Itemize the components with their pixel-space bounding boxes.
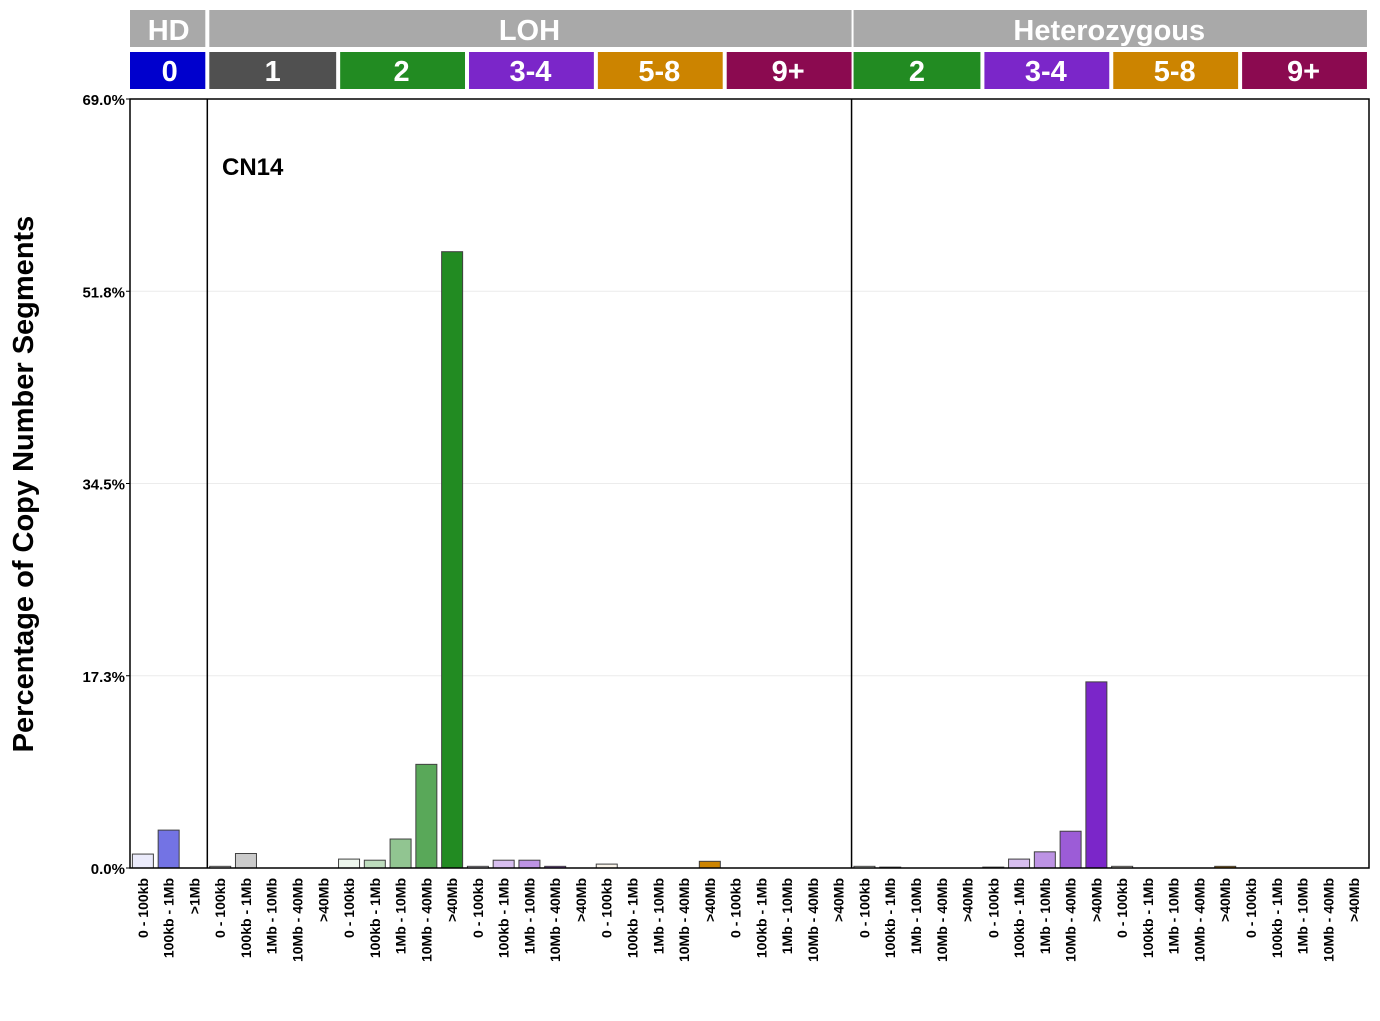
copy-number-strip xyxy=(1242,52,1367,89)
y-tick-label: 69.0% xyxy=(82,92,125,109)
bar xyxy=(518,859,541,869)
bar xyxy=(1059,830,1082,869)
copy-number-label: 0 xyxy=(162,56,178,88)
x-tick-label: 1Mb - 10Mb xyxy=(393,878,409,954)
bar xyxy=(441,251,464,869)
bar xyxy=(1008,858,1031,869)
x-tick-label: >40Mb xyxy=(444,878,460,922)
copy-number-strip xyxy=(469,52,594,89)
x-tick-label: 1Mb - 10Mb xyxy=(650,878,666,954)
group-label: Heterozygous xyxy=(1013,15,1205,47)
x-tick-label: 10Mb - 40Mb xyxy=(1063,878,1079,962)
copy-number-strip xyxy=(597,52,723,89)
copy-number-strip xyxy=(130,52,206,89)
x-tick-label: 0 - 100kb xyxy=(212,878,228,938)
x-tick-label: 0 - 100kb xyxy=(728,878,744,938)
x-tick-label: 1Mb - 10Mb xyxy=(264,878,280,954)
x-tick-label: >40Mb xyxy=(1088,878,1104,922)
x-tick-label: 0 - 100kb xyxy=(341,878,357,938)
x-tick-label: 0 - 100kb xyxy=(470,878,486,938)
group-label: HD xyxy=(148,15,190,47)
bar xyxy=(1085,681,1108,869)
copy-number-label: 3-4 xyxy=(509,56,551,88)
x-tick-label: 100kb - 1Mb xyxy=(1011,878,1027,958)
x-tick-label: 1Mb - 10Mb xyxy=(1166,878,1182,954)
x-tick-label: 0 - 100kb xyxy=(1243,878,1259,938)
bar xyxy=(698,860,721,869)
x-tick-label: 10Mb - 40Mb xyxy=(547,878,563,962)
x-tick-label: 10Mb - 40Mb xyxy=(934,878,950,962)
x-tick-label: 100kb - 1Mb xyxy=(496,878,512,958)
y-axis-label: Percentage of Copy Number Segments xyxy=(8,216,40,753)
x-tick-label: 10Mb - 40Mb xyxy=(676,878,692,962)
x-tick-label: 10Mb - 40Mb xyxy=(418,878,434,962)
x-tick-label: 1Mb - 10Mb xyxy=(1295,878,1311,954)
x-tick-label: 0 - 100kb xyxy=(599,878,615,938)
x-tick-label: 100kb - 1Mb xyxy=(1140,878,1156,958)
x-tick-label: >40Mb xyxy=(1217,878,1233,922)
x-tick-label: >40Mb xyxy=(960,878,976,922)
bar xyxy=(1033,851,1056,869)
copy-number-label: 9+ xyxy=(1287,56,1320,88)
x-tick-label: 100kb - 1Mb xyxy=(625,878,641,958)
copy-number-label: 2 xyxy=(909,56,925,88)
copy-number-label: 3-4 xyxy=(1025,56,1067,88)
x-tick-label: >1Mb xyxy=(186,878,202,914)
copy-number-label: 1 xyxy=(265,56,281,88)
x-tick-label: 10Mb - 40Mb xyxy=(805,878,821,962)
y-tick-label: 0.0% xyxy=(91,861,125,878)
copy-number-strip xyxy=(209,52,337,89)
x-tick-label: 0 - 100kb xyxy=(1114,878,1130,938)
y-tick-label: 51.8% xyxy=(82,284,125,301)
y-tick-label: 34.5% xyxy=(82,477,125,494)
x-tick-label: 100kb - 1Mb xyxy=(161,878,177,958)
copy-number-strip xyxy=(340,52,466,89)
x-tick-label: 0 - 100kb xyxy=(985,878,1001,938)
x-tick-label: 10Mb - 40Mb xyxy=(1320,878,1336,962)
x-tick-label: >40Mb xyxy=(315,878,331,922)
copy-number-strip xyxy=(1113,52,1239,89)
x-tick-label: >40Mb xyxy=(831,878,847,922)
copy-number-strip xyxy=(984,52,1110,89)
bar xyxy=(157,829,180,869)
bar xyxy=(338,858,361,869)
group-strip xyxy=(209,10,852,47)
bar xyxy=(415,763,438,869)
x-tick-label: 100kb - 1Mb xyxy=(753,878,769,958)
group-strip xyxy=(853,10,1367,47)
bar xyxy=(131,853,154,869)
copy-number-label: 5-8 xyxy=(638,56,680,88)
copy-number-strip xyxy=(853,52,981,89)
copy-number-label: 5-8 xyxy=(1154,56,1196,88)
copy-number-label: 9+ xyxy=(772,56,805,88)
copy-number-strip xyxy=(726,52,852,89)
x-tick-label: 1Mb - 10Mb xyxy=(779,878,795,954)
x-tick-label: 1Mb - 10Mb xyxy=(1037,878,1053,954)
x-tick-label: 10Mb - 40Mb xyxy=(290,878,306,962)
bar xyxy=(389,838,412,869)
x-tick-label: 1Mb - 10Mb xyxy=(908,878,924,954)
x-tick-label: 10Mb - 40Mb xyxy=(1191,878,1207,962)
y-tick-label: 17.3% xyxy=(82,669,125,686)
x-tick-label: 0 - 100kb xyxy=(135,878,151,938)
group-strip xyxy=(130,10,206,47)
x-tick-label: 0 - 100kb xyxy=(856,878,872,938)
x-tick-label: 100kb - 1Mb xyxy=(367,878,383,958)
x-tick-label: 1Mb - 10Mb xyxy=(521,878,537,954)
plot-frame xyxy=(129,98,1370,869)
x-tick-label: 100kb - 1Mb xyxy=(1269,878,1285,958)
x-tick-label: 100kb - 1Mb xyxy=(882,878,898,958)
group-label: LOH xyxy=(499,15,560,47)
bar xyxy=(363,859,386,869)
x-tick-label: >40Mb xyxy=(1346,878,1362,922)
annotation-label: CN14 xyxy=(222,154,284,181)
x-tick-label: >40Mb xyxy=(702,878,718,922)
bar xyxy=(234,853,257,869)
copy-number-label: 2 xyxy=(394,56,410,88)
x-tick-label: >40Mb xyxy=(573,878,589,922)
x-tick-label: 100kb - 1Mb xyxy=(238,878,254,958)
bar xyxy=(492,859,515,869)
